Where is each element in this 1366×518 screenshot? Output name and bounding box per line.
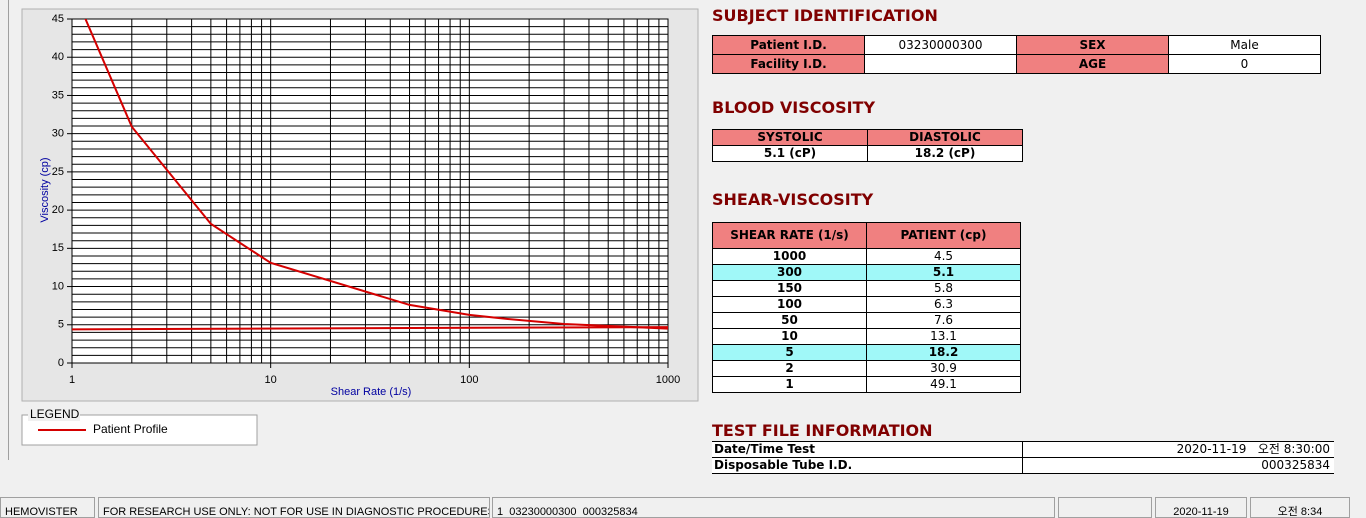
table-cell: 5.1 (cP)	[712, 145, 868, 162]
table-cell: 2020-11-19 오전 8:30:00	[1022, 441, 1334, 458]
y-tick-label: 35	[52, 89, 64, 101]
table-cell: 03230000300	[864, 35, 1017, 55]
table-cell: 1	[712, 376, 867, 393]
table-cell: 49.1	[866, 376, 1021, 393]
x-tick-label: 1	[69, 374, 75, 386]
x-tick-label: 100	[460, 374, 478, 386]
series-line	[72, 326, 668, 331]
legend-label: Patient Profile	[93, 422, 168, 436]
table-cell: 300	[712, 264, 867, 281]
y-axis-label: Viscosity (cp)	[39, 157, 51, 222]
y-tick-label: 0	[58, 357, 64, 369]
y-tick-label: 25	[52, 166, 64, 178]
status-cell: HEMOVISTER	[0, 497, 95, 518]
table-cell: Patient I.D.	[712, 35, 865, 55]
table-cell: 4.5	[866, 248, 1021, 265]
legend-title-bg	[28, 409, 80, 421]
table-cell: 5	[712, 344, 867, 361]
table-cell: SYSTOLIC	[712, 129, 868, 146]
table-cell: 13.1	[866, 328, 1021, 345]
table-cell: 6.3	[866, 296, 1021, 313]
window-edge	[8, 0, 9, 460]
table-cell: 150	[712, 280, 867, 297]
table-cell: 18.2	[866, 344, 1021, 361]
status-cell: 오전 8:34	[1250, 497, 1350, 518]
table-cell: 7.6	[866, 312, 1021, 329]
table-cell: 000325834	[1022, 457, 1334, 474]
table-cell: Date/Time Test	[712, 441, 1023, 458]
table-cell: 0	[1168, 54, 1321, 74]
section-title: BLOOD VISCOSITY	[712, 98, 876, 117]
table-cell: SEX	[1016, 35, 1169, 55]
table-cell: Male	[1168, 35, 1321, 55]
table-cell: 5.1	[866, 264, 1021, 281]
plot-area	[71, 18, 669, 364]
series-line	[84, 19, 668, 330]
table-cell: Disposable Tube I.D.	[712, 457, 1023, 474]
y-tick-label: 40	[52, 51, 64, 63]
section-title: SHEAR-VISCOSITY	[712, 190, 874, 209]
section-title: TEST FILE INFORMATION	[712, 421, 933, 440]
y-tick-label: 15	[52, 242, 64, 254]
table-cell: 5.8	[866, 280, 1021, 297]
y-tick-label: 20	[52, 204, 64, 216]
table-cell: 18.2 (cP)	[867, 145, 1023, 162]
section-title: SUBJECT IDENTIFICATION	[712, 6, 938, 25]
table-cell: 10	[712, 328, 867, 345]
table-cell: 1000	[712, 248, 867, 265]
chart: Shear Rate (1/s) Viscosity (cp) LEGEND 0…	[8, 0, 699, 460]
y-tick-label: 45	[52, 13, 64, 25]
status-cell: 2020-11-19	[1155, 497, 1247, 518]
status-cell: 1 03230000300 000325834	[492, 497, 1055, 518]
y-tick-label: 10	[52, 280, 64, 292]
status-cell-empty	[1058, 497, 1152, 518]
legend-title: LEGEND	[30, 407, 80, 421]
table-cell: 100	[712, 296, 867, 313]
table-cell: Facility I.D.	[712, 54, 865, 74]
table-cell: DIASTOLIC	[867, 129, 1023, 146]
x-tick-label: 1000	[656, 374, 680, 386]
x-tick-label: 10	[265, 374, 277, 386]
table-cell: 30.9	[866, 360, 1021, 377]
table-cell: 50	[712, 312, 867, 329]
table-cell: SHEAR RATE (1/s)	[712, 222, 867, 249]
table-cell: AGE	[1016, 54, 1169, 74]
table-cell: 2	[712, 360, 867, 377]
x-axis-label: Shear Rate (1/s)	[331, 386, 412, 398]
status-cell: FOR RESEARCH USE ONLY: NOT FOR USE IN DI…	[98, 497, 490, 518]
table-cell: PATIENT (cp)	[866, 222, 1021, 249]
y-tick-label: 30	[52, 128, 64, 140]
table-cell	[864, 54, 1017, 74]
y-tick-label: 5	[58, 319, 64, 331]
